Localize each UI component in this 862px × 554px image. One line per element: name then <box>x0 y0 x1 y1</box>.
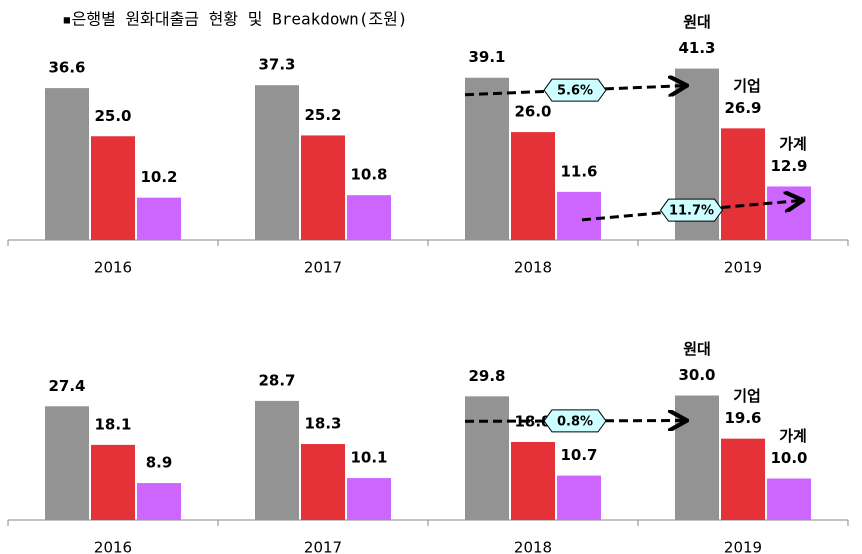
value-label: 8.9 <box>146 454 173 472</box>
x-tick-label: 2018 <box>514 259 552 277</box>
value-label: 27.4 <box>48 377 85 395</box>
bar <box>721 128 765 240</box>
bar <box>301 444 345 520</box>
bar <box>675 395 719 520</box>
annotation-box <box>659 198 724 222</box>
bar <box>301 135 345 240</box>
value-label: 18.3 <box>304 415 341 433</box>
annotation: 0.8% <box>557 414 593 429</box>
bar <box>45 406 89 520</box>
bar <box>255 400 299 520</box>
value-label: 26.9 <box>724 99 761 117</box>
x-tick-label: 2019 <box>724 259 762 277</box>
bar <box>137 197 181 240</box>
annotation: 11.7% <box>669 204 714 219</box>
bar <box>255 85 299 240</box>
value-label: 12.9 <box>770 157 807 175</box>
value-label: 10.1 <box>350 449 387 467</box>
bar <box>91 136 135 240</box>
value-label: 10.0 <box>770 449 807 467</box>
x-tick-label: 2017 <box>304 539 342 554</box>
bar <box>557 191 601 240</box>
value-label: 29.8 <box>468 367 505 385</box>
value-label: 28.7 <box>258 371 295 389</box>
legend-label: 가계 <box>779 135 807 153</box>
value-label: 30.0 <box>678 366 715 384</box>
bar <box>347 478 391 520</box>
x-tick-label: 2016 <box>94 259 132 277</box>
value-label: 25.0 <box>94 107 131 125</box>
annotation-arrow <box>464 421 685 422</box>
legend-label: 기업 <box>733 387 761 405</box>
bar <box>721 438 765 520</box>
value-label: 39.1 <box>468 48 505 66</box>
value-label: 41.3 <box>678 39 715 57</box>
value-label: 36.6 <box>48 59 85 77</box>
bar <box>767 186 811 240</box>
bar <box>465 77 509 240</box>
bar <box>557 475 601 520</box>
annotation-box <box>543 78 607 102</box>
legend-label: 기업 <box>733 77 761 95</box>
x-tick-label: 2019 <box>724 539 762 554</box>
annotation-arrow <box>581 200 801 222</box>
legend-label: 가계 <box>779 427 807 445</box>
value-label: 19.6 <box>724 409 761 427</box>
value-label: 11.6 <box>560 162 597 180</box>
value-label: 10.2 <box>140 168 177 186</box>
bar <box>91 444 135 520</box>
value-label: 25.2 <box>304 106 341 124</box>
bar <box>511 441 555 520</box>
bar <box>347 195 391 240</box>
bar <box>767 478 811 520</box>
value-label: 18.1 <box>94 415 131 433</box>
bar <box>137 483 181 520</box>
value-label: 26.0 <box>514 103 551 121</box>
annotation-arrow <box>464 86 685 95</box>
x-tick-label: 2016 <box>94 539 132 554</box>
value-label: 10.7 <box>560 446 597 464</box>
value-label: 18.8 <box>514 412 551 430</box>
legend-label: 원대 <box>683 340 711 358</box>
x-tick-label: 2018 <box>514 539 552 554</box>
bar <box>45 88 89 240</box>
x-tick-label: 2017 <box>304 259 342 277</box>
value-label: 37.3 <box>258 56 295 74</box>
bar <box>465 396 509 520</box>
value-label: 10.8 <box>350 166 387 184</box>
chart-title: ▪은행별 원화대출금 현황 및 Breakdown(조원) <box>62 10 408 29</box>
bar <box>511 132 555 240</box>
annotation: 5.6% <box>557 84 593 99</box>
annotation-box <box>543 409 607 433</box>
legend-label: 원대 <box>683 13 711 31</box>
